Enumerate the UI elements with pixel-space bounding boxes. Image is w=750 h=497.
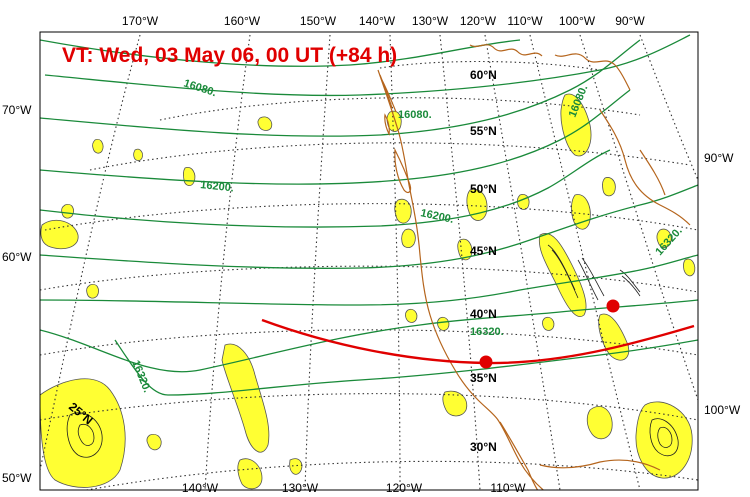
fill-region bbox=[289, 458, 303, 475]
fill-region bbox=[237, 458, 263, 490]
fill-region bbox=[92, 138, 104, 154]
fill-region bbox=[635, 401, 693, 479]
fill-region bbox=[394, 198, 412, 224]
lat-label: 45°N bbox=[470, 244, 497, 258]
fill-region bbox=[405, 308, 418, 323]
bottom-tick: 120°W bbox=[386, 481, 423, 495]
fill-region bbox=[682, 258, 696, 277]
top-tick: 100°W bbox=[559, 14, 596, 28]
east-coast-2 bbox=[639, 149, 666, 196]
right-tick-labels: 90°W 100°W bbox=[704, 151, 741, 417]
top-tick: 150°W bbox=[300, 14, 337, 28]
left-tick-labels: 70°W 60°W 50°W bbox=[2, 103, 32, 485]
top-tick: 140°W bbox=[359, 14, 396, 28]
filled-regions bbox=[40, 93, 696, 490]
contour-label: 16080. bbox=[398, 109, 432, 121]
top-tick: 130°W bbox=[412, 14, 449, 28]
left-tick: 50°W bbox=[2, 471, 32, 485]
fill-region bbox=[542, 316, 555, 331]
latitude-line bbox=[159, 97, 641, 121]
right-tick: 90°W bbox=[704, 151, 734, 165]
fill-region bbox=[386, 110, 402, 132]
longitude-line bbox=[389, 34, 401, 490]
fill-region bbox=[517, 193, 530, 210]
canada-lakes bbox=[469, 44, 543, 57]
longitude-line bbox=[639, 34, 698, 181]
top-tick: 110°W bbox=[507, 14, 543, 28]
lat-label: 60°N bbox=[470, 68, 497, 82]
west-coast bbox=[377, 69, 545, 490]
bottom-tick: 110°W bbox=[490, 481, 526, 495]
left-tick: 60°W bbox=[2, 250, 32, 264]
latitude-line bbox=[40, 393, 698, 421]
gulf-coast bbox=[539, 459, 661, 471]
top-tick: 90°W bbox=[615, 14, 645, 28]
coastlines bbox=[377, 44, 691, 490]
fill-region bbox=[437, 316, 450, 331]
fill-region bbox=[656, 228, 672, 248]
fill-region bbox=[40, 219, 79, 250]
latitude-line bbox=[89, 142, 691, 171]
longitude-line bbox=[439, 34, 481, 490]
lat-label: 30°N bbox=[470, 440, 497, 454]
cross-section-point bbox=[479, 355, 493, 369]
longitude-line bbox=[204, 34, 251, 490]
latitude-labels: 60°N 55°N 50°N 45°N 40°N 35°N 30°N 25°N bbox=[66, 68, 497, 454]
hudson-coast bbox=[554, 53, 631, 91]
top-tick-labels: 170°W 160°W 150°W 140°W 130°W 120°W 110°… bbox=[122, 14, 645, 28]
height-contours bbox=[40, 34, 698, 396]
top-tick: 160°W bbox=[224, 14, 261, 28]
lat-label: 35°N bbox=[470, 371, 497, 385]
longitude-line bbox=[40, 34, 141, 471]
fill-region bbox=[257, 116, 273, 131]
fill-region bbox=[401, 228, 416, 248]
fill-region bbox=[146, 433, 162, 451]
lat-label: 55°N bbox=[470, 124, 497, 138]
east-coast bbox=[599, 109, 691, 226]
top-tick: 120°W bbox=[460, 14, 497, 28]
fill-region bbox=[86, 283, 99, 299]
right-tick: 100°W bbox=[704, 403, 741, 417]
baja-coast bbox=[499, 421, 539, 490]
fill-region bbox=[586, 405, 613, 440]
fill-region bbox=[221, 343, 270, 453]
fill-region bbox=[182, 167, 196, 186]
top-tick: 170°W bbox=[122, 14, 159, 28]
contour-label: 16200. bbox=[200, 179, 235, 194]
bottom-tick: 140°W bbox=[182, 481, 219, 495]
longitude-line bbox=[529, 34, 641, 490]
vancouver-island bbox=[394, 147, 412, 194]
latitude-line bbox=[83, 460, 698, 490]
bottom-tick-labels: 140°W 130°W 120°W 110°W bbox=[182, 481, 526, 495]
lat-label: 40°N bbox=[470, 307, 497, 321]
queen-charlotte bbox=[384, 113, 390, 136]
alaska-coast bbox=[379, 74, 397, 113]
latitude-line bbox=[379, 60, 601, 71]
fill-region bbox=[133, 148, 143, 161]
longitude-line bbox=[484, 34, 561, 490]
fill-region bbox=[560, 93, 592, 157]
fill-region bbox=[40, 378, 126, 488]
lat-label: 50°N bbox=[470, 182, 497, 196]
left-tick: 70°W bbox=[2, 103, 32, 117]
bottom-tick: 130°W bbox=[282, 481, 319, 495]
valid-time-title: VT: Wed, 03 May 06, 00 UT (+84 h) bbox=[62, 44, 397, 67]
fill-region bbox=[538, 233, 587, 317]
intensity-contours bbox=[66, 244, 679, 458]
contour-label: 16320. bbox=[470, 326, 504, 338]
fill-region bbox=[61, 203, 74, 219]
cross-section-point bbox=[606, 299, 620, 313]
fill-region bbox=[602, 177, 616, 197]
